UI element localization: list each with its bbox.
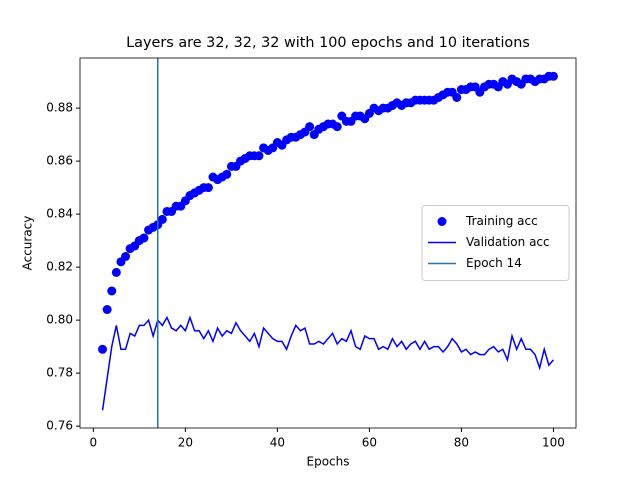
y-tick-label: 0.78	[46, 366, 73, 380]
y-axis-label: Accuracy	[21, 216, 35, 271]
data-point	[107, 286, 117, 296]
x-tick-label: 100	[542, 436, 565, 450]
y-tick-label: 0.88	[46, 101, 73, 115]
data-point	[203, 183, 213, 193]
data-point	[139, 233, 149, 243]
legend-label: Epoch 14	[466, 256, 522, 270]
x-tick-label: 80	[454, 436, 469, 450]
chart-title: Layers are 32, 32, 32 with 100 epochs an…	[126, 35, 530, 51]
legend-label: Training acc	[465, 214, 538, 228]
data-point	[121, 252, 131, 262]
x-tick-label: 20	[178, 436, 193, 450]
y-tick-label: 0.82	[46, 260, 73, 274]
data-point	[548, 71, 558, 81]
x-axis-label: Epochs	[307, 455, 350, 469]
data-point	[332, 122, 342, 132]
data-point	[111, 267, 121, 277]
y-tick-label: 0.86	[46, 154, 73, 168]
data-point	[102, 305, 112, 315]
data-point	[98, 344, 108, 354]
y-tick-label: 0.80	[46, 313, 73, 327]
legend-marker	[437, 217, 447, 226]
data-point	[157, 214, 167, 224]
y-tick-label: 0.84	[46, 207, 73, 221]
data-point	[254, 151, 264, 161]
legend-label: Validation acc	[466, 235, 550, 249]
x-tick-label: 0	[90, 436, 98, 450]
data-point	[222, 169, 232, 179]
data-point	[452, 92, 462, 102]
x-tick-label: 40	[270, 436, 285, 450]
y-tick-label: 0.76	[46, 419, 73, 433]
data-line	[101, 315, 555, 411]
plot-frame	[79, 57, 577, 429]
data-point	[305, 122, 315, 132]
x-tick-label: 60	[362, 436, 377, 450]
legend-box	[421, 205, 570, 281]
